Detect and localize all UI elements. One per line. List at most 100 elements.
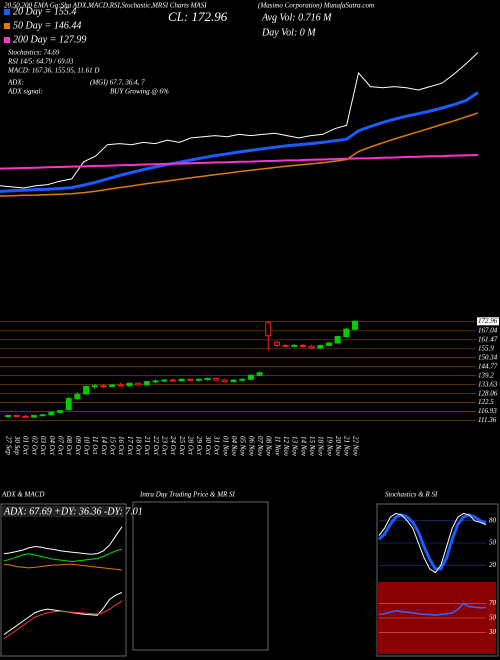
candle-body — [239, 378, 246, 381]
x-tick-label: 03 Oct — [39, 436, 47, 456]
candle-body — [273, 341, 280, 346]
candle-body — [308, 345, 315, 349]
y-tick-label: 155.9 — [478, 344, 494, 352]
x-tick-label: 11 Oct — [91, 436, 99, 455]
adx-box — [0, 503, 127, 657]
candle-body — [31, 415, 38, 418]
avg-vol: Avg Vol: 0.716 M — [261, 12, 332, 23]
x-tick-label: 06 Nov — [247, 436, 255, 457]
x-tick-label: 24 Oct — [169, 436, 177, 456]
y-tick-label: 128.06 — [478, 389, 498, 397]
candle-body — [221, 379, 228, 383]
x-tick-label: 15 Oct — [108, 436, 116, 456]
candle-body — [117, 384, 124, 387]
x-tick-label: 23 Oct — [161, 436, 169, 456]
candle-body — [325, 342, 332, 346]
x-tick-label: 28 Oct — [187, 436, 195, 456]
x-tick-label: 07 Nov — [256, 436, 264, 457]
legend-swatch — [4, 23, 10, 29]
series-line — [378, 512, 487, 574]
y-tick-label: 50 — [489, 539, 497, 547]
series-line — [3, 548, 123, 563]
candle-body — [161, 379, 168, 382]
candle-body — [39, 414, 46, 417]
y-tick-label: 133.63 — [478, 380, 498, 388]
candle-body — [213, 377, 220, 381]
x-tick-label: 19 Nov — [325, 436, 333, 457]
series-line — [3, 592, 123, 635]
title-band — [2, 506, 124, 517]
x-tick-label: 07 Oct — [56, 436, 64, 456]
y-tick-label: 139.2 — [478, 371, 494, 379]
y-tick-label: 144.77 — [478, 362, 498, 370]
series-line — [0, 154, 479, 170]
series-line — [377, 513, 487, 571]
candle-body — [48, 411, 55, 416]
x-tick-label: 11 Nov — [273, 436, 281, 456]
x-tick-label: 30 Oct — [204, 435, 212, 456]
candle-body — [282, 344, 289, 347]
x-tick-label: 13 Nov — [291, 436, 299, 457]
candle-body — [100, 385, 107, 388]
x-tick-label: 16 Oct — [117, 436, 125, 456]
adx-values: (MGI) 67.7, 36.4, 7 — [90, 79, 145, 87]
legend-entry: 200 Day = 127.99 — [13, 34, 86, 45]
x-tick-label: 08 Oct — [65, 436, 73, 456]
series-line — [3, 563, 123, 571]
stochastics-label: Stochastics: 74.69 — [8, 49, 60, 57]
legend-entry: 20 Day = 155.4 — [13, 6, 76, 17]
x-tick-label: 12 Nov — [282, 436, 290, 457]
y-tick-label: 30 — [488, 628, 497, 636]
x-tick-label: 04 Nov — [230, 436, 238, 457]
candle-body — [178, 378, 185, 382]
last-price-box — [477, 317, 499, 326]
y-tick-label: 116.93 — [478, 407, 497, 415]
close-label: CL: 172.96 — [168, 9, 228, 24]
panel-title: ADX & MACD — [1, 491, 44, 499]
rsi-label: RSI 14/5: 64.79 / 69.03 — [7, 58, 74, 66]
candle-body — [343, 328, 350, 338]
candle-body — [352, 320, 358, 330]
y-tick-label: 161.47 — [478, 335, 498, 343]
x-tick-label: 08 Nov — [265, 436, 273, 457]
y-tick-label: 150.34 — [478, 353, 498, 361]
x-tick-label: 25 Oct — [178, 436, 186, 456]
candle-body — [74, 394, 81, 400]
candle-body — [57, 410, 64, 413]
x-tick-label: 27 Sep — [4, 436, 12, 455]
x-tick-label: 29 Oct — [195, 436, 203, 456]
x-tick-label: 21 Nov — [343, 436, 351, 457]
candle-body — [204, 377, 211, 380]
x-tick-label: 30 Sep — [13, 435, 21, 455]
x-tick-label: 10 Oct — [82, 436, 90, 456]
candle-body — [91, 385, 98, 388]
adx-signal-label: ADX signal: — [7, 88, 43, 96]
legend-entry: 50 Day = 146.44 — [13, 20, 81, 31]
x-tick-label: 22 Nov — [351, 436, 359, 457]
candle-body — [230, 379, 237, 383]
series-line — [0, 112, 479, 197]
candle-body — [83, 386, 90, 395]
x-tick-label: 22 Oct — [152, 436, 160, 456]
candle-body — [299, 344, 306, 347]
x-tick-label: 14 Oct — [100, 436, 108, 456]
candle-body — [334, 336, 341, 344]
stoch-box — [376, 503, 499, 657]
y-tick-label: 80 — [489, 516, 497, 524]
x-tick-label: 02 Oct — [30, 436, 38, 456]
adx-label: ADX: — [7, 79, 24, 87]
series-line — [3, 600, 123, 640]
y-tick-label: 122.5 — [478, 398, 494, 406]
y-tick-label: 172.96 — [478, 317, 498, 325]
candle-body — [5, 415, 11, 418]
candle-body — [135, 382, 142, 386]
candle-body — [265, 322, 272, 337]
x-tick-label: 14 Nov — [299, 436, 307, 457]
y-tick-label: 111.36 — [478, 416, 497, 424]
candle-body — [187, 378, 194, 381]
x-tick-label: 09 Oct — [74, 436, 82, 456]
x-tick-label: 04 Oct — [48, 436, 56, 456]
series-line — [378, 602, 487, 616]
candle-body — [256, 372, 263, 376]
x-tick-label: 18 Nov — [317, 436, 325, 457]
